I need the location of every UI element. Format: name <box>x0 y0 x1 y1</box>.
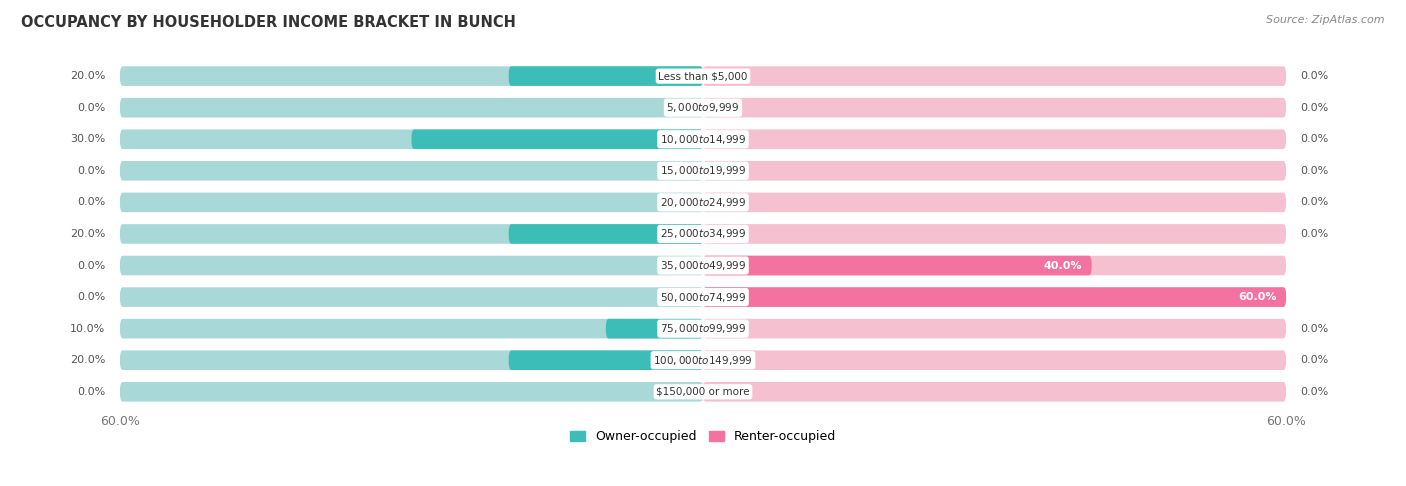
Text: OCCUPANCY BY HOUSEHOLDER INCOME BRACKET IN BUNCH: OCCUPANCY BY HOUSEHOLDER INCOME BRACKET … <box>21 15 516 30</box>
Text: 0.0%: 0.0% <box>77 260 105 271</box>
FancyBboxPatch shape <box>703 350 1286 370</box>
Text: 0.0%: 0.0% <box>77 103 105 113</box>
Text: $150,000 or more: $150,000 or more <box>657 387 749 397</box>
Text: $35,000 to $49,999: $35,000 to $49,999 <box>659 259 747 272</box>
FancyBboxPatch shape <box>120 319 703 338</box>
FancyBboxPatch shape <box>703 287 1286 307</box>
Text: 0.0%: 0.0% <box>1301 134 1329 144</box>
FancyBboxPatch shape <box>703 129 1286 149</box>
FancyBboxPatch shape <box>703 287 1286 307</box>
Text: $15,000 to $19,999: $15,000 to $19,999 <box>659 164 747 177</box>
FancyBboxPatch shape <box>120 382 1286 401</box>
FancyBboxPatch shape <box>120 224 1286 244</box>
FancyBboxPatch shape <box>120 98 703 118</box>
FancyBboxPatch shape <box>120 287 1286 307</box>
FancyBboxPatch shape <box>120 350 1286 370</box>
Text: $10,000 to $14,999: $10,000 to $14,999 <box>659 133 747 146</box>
FancyBboxPatch shape <box>120 350 703 370</box>
FancyBboxPatch shape <box>120 161 703 181</box>
Text: $25,000 to $34,999: $25,000 to $34,999 <box>659 227 747 241</box>
FancyBboxPatch shape <box>703 192 1286 212</box>
FancyBboxPatch shape <box>509 224 703 244</box>
FancyBboxPatch shape <box>120 382 703 401</box>
Text: 0.0%: 0.0% <box>1301 229 1329 239</box>
Text: 20.0%: 20.0% <box>70 71 105 81</box>
FancyBboxPatch shape <box>120 129 1286 149</box>
FancyBboxPatch shape <box>120 192 1286 212</box>
Text: 0.0%: 0.0% <box>77 387 105 397</box>
FancyBboxPatch shape <box>120 224 703 244</box>
FancyBboxPatch shape <box>703 382 1286 401</box>
Text: 0.0%: 0.0% <box>1301 355 1329 365</box>
FancyBboxPatch shape <box>120 287 703 307</box>
FancyBboxPatch shape <box>412 129 703 149</box>
Text: $75,000 to $99,999: $75,000 to $99,999 <box>659 322 747 335</box>
Text: 0.0%: 0.0% <box>77 197 105 208</box>
FancyBboxPatch shape <box>509 350 703 370</box>
FancyBboxPatch shape <box>120 98 1286 118</box>
Text: 0.0%: 0.0% <box>1301 324 1329 334</box>
FancyBboxPatch shape <box>703 256 1286 275</box>
FancyBboxPatch shape <box>703 66 1286 86</box>
Text: 0.0%: 0.0% <box>1301 71 1329 81</box>
Text: 30.0%: 30.0% <box>70 134 105 144</box>
Text: 20.0%: 20.0% <box>70 355 105 365</box>
FancyBboxPatch shape <box>120 161 1286 181</box>
FancyBboxPatch shape <box>703 224 1286 244</box>
FancyBboxPatch shape <box>120 66 1286 86</box>
FancyBboxPatch shape <box>703 98 1286 118</box>
FancyBboxPatch shape <box>120 319 1286 338</box>
Text: $5,000 to $9,999: $5,000 to $9,999 <box>666 101 740 114</box>
Text: 0.0%: 0.0% <box>1301 197 1329 208</box>
FancyBboxPatch shape <box>120 66 703 86</box>
Text: 0.0%: 0.0% <box>1301 166 1329 176</box>
FancyBboxPatch shape <box>509 66 703 86</box>
Text: 0.0%: 0.0% <box>1301 387 1329 397</box>
Text: 40.0%: 40.0% <box>1043 260 1083 271</box>
FancyBboxPatch shape <box>606 319 703 338</box>
Text: 20.0%: 20.0% <box>70 229 105 239</box>
FancyBboxPatch shape <box>703 319 1286 338</box>
FancyBboxPatch shape <box>703 161 1286 181</box>
Text: 10.0%: 10.0% <box>70 324 105 334</box>
FancyBboxPatch shape <box>120 129 703 149</box>
FancyBboxPatch shape <box>120 256 1286 275</box>
Text: 60.0%: 60.0% <box>1237 292 1277 302</box>
Text: $50,000 to $74,999: $50,000 to $74,999 <box>659 291 747 304</box>
Text: Source: ZipAtlas.com: Source: ZipAtlas.com <box>1267 15 1385 25</box>
Text: 0.0%: 0.0% <box>1301 103 1329 113</box>
Text: 0.0%: 0.0% <box>77 166 105 176</box>
FancyBboxPatch shape <box>703 256 1091 275</box>
Text: Less than $5,000: Less than $5,000 <box>658 71 748 81</box>
Text: 0.0%: 0.0% <box>77 292 105 302</box>
Text: $100,000 to $149,999: $100,000 to $149,999 <box>654 354 752 367</box>
Legend: Owner-occupied, Renter-occupied: Owner-occupied, Renter-occupied <box>565 425 841 449</box>
FancyBboxPatch shape <box>120 256 703 275</box>
FancyBboxPatch shape <box>120 192 703 212</box>
Text: $20,000 to $24,999: $20,000 to $24,999 <box>659 196 747 209</box>
